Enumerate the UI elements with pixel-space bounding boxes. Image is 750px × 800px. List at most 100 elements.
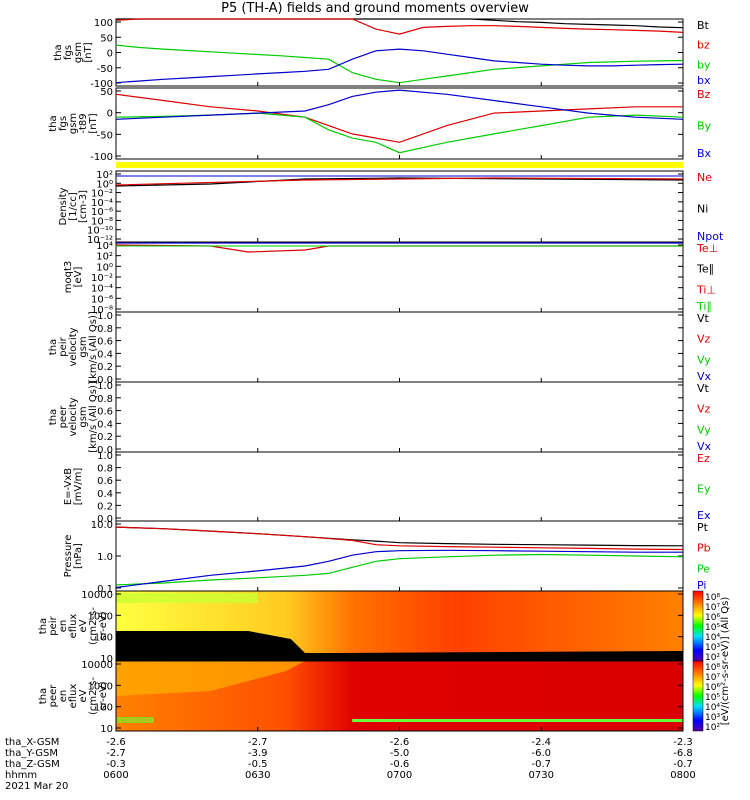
colorbar-tick-label: 10⁶	[705, 613, 720, 623]
y-axis-label: tha	[48, 339, 59, 355]
legend-label: Vx	[697, 440, 712, 453]
y-tick-label: 50	[100, 33, 113, 44]
y-tick-label: 10	[100, 654, 113, 665]
x-tick-label-time: 0700	[387, 770, 412, 781]
y-tick-label: -100	[90, 152, 113, 163]
y-tick-label: 10⁻²	[91, 189, 113, 200]
x-tick-label-z: -0.3	[106, 759, 126, 770]
spectrogram-dark-region	[116, 631, 683, 661]
y-tick-label: 10⁰	[96, 262, 113, 273]
x-tick-label-z: -0.6	[390, 759, 410, 770]
legend-label: Vt	[697, 382, 710, 395]
series-line-bt	[116, 18, 684, 29]
legend-label: Te∥	[696, 263, 714, 276]
colorbar-tick-label: 10⁴	[705, 703, 720, 713]
colorbar-tick-label: 10²	[705, 723, 720, 733]
x-tick-label-x: -2.7	[248, 737, 268, 748]
y-axis-label: en	[58, 690, 69, 703]
x-tick-label-z: -0.5	[248, 759, 268, 770]
colorbar-tick-label: 10⁸	[705, 663, 720, 673]
y-tick-label: 10²	[96, 252, 113, 263]
y-axis-label: [km/s (All Qs)]	[88, 311, 99, 383]
x-row-label: hhmm	[5, 770, 37, 781]
y-axis-label: gsm	[68, 113, 79, 134]
panel-frame	[115, 451, 684, 522]
y-tick-label: 0.2	[97, 501, 113, 512]
y-axis-label: eV	[78, 619, 89, 632]
legend-label: Ti⊥	[696, 283, 716, 296]
legend-label: bx	[697, 74, 711, 87]
spectrogram-green-band	[352, 719, 683, 722]
legend-label: Ey	[697, 483, 711, 496]
colorbar-units-label: [eV/(cm²-s-sr-eV)] (All Qs)	[720, 597, 731, 726]
y-tick-label: -50	[97, 130, 113, 141]
y-tick-label: 0.2	[97, 432, 113, 443]
series-line-pb	[115, 526, 684, 551]
legend-label: Bz	[697, 88, 711, 101]
y-axis-label: tha	[38, 688, 49, 704]
legend-label: Vz	[697, 403, 711, 416]
colorbar-tick-label: 10⁷	[705, 673, 720, 683]
colorbar-tick-label: 10²	[705, 653, 720, 663]
legend-label: by	[697, 58, 711, 71]
y-tick-label: 100	[94, 703, 113, 714]
y-axis-label: [nPa]	[73, 543, 84, 569]
colorbar-tick-label: 10⁸	[705, 593, 720, 603]
y-axis-label: moqt3	[63, 261, 74, 294]
x-tick-label-time: 0630	[245, 770, 270, 781]
y-tick-label: 10⁻¹⁰	[87, 226, 113, 237]
y-axis-label: eflux	[68, 614, 79, 639]
x-tick-label-time: 0600	[103, 770, 128, 781]
y-tick-label: 1.0	[97, 552, 113, 563]
x-tick-label-y: -6.0	[531, 748, 551, 759]
y-tick-label: 0.0	[97, 445, 113, 456]
x-row-label: tha_Y-GSM	[5, 748, 58, 759]
y-tick-label: 0.8	[97, 394, 113, 405]
x-tick-label-x: -2.6	[390, 737, 410, 748]
y-tick-label: 1.0	[97, 381, 113, 392]
y-tick-label: 0.8	[97, 464, 113, 475]
y-tick-label: 0.4	[97, 419, 113, 430]
legend-label: bz	[697, 39, 710, 52]
x-tick-label-x: -2.3	[673, 737, 693, 748]
y-tick-label: 0.0	[97, 375, 113, 386]
y-tick-label: -100	[90, 79, 113, 90]
colorbar-tick-label: 10⁷	[705, 603, 720, 613]
y-tick-label: 50	[100, 87, 113, 98]
legend-label: Bx	[697, 147, 712, 160]
legend-label: Vy	[697, 353, 711, 366]
series-line-pt	[115, 526, 684, 547]
y-axis-label: [nT]	[88, 113, 99, 133]
spectrogram-yellow-region	[116, 661, 305, 696]
y-tick-label: 1.0	[97, 451, 113, 462]
y-tick-label: 10⁻⁴	[91, 198, 113, 209]
y-axis-label: en	[58, 620, 69, 633]
x-tick-label-y: -2.7	[106, 748, 126, 759]
y-axis-label: gsm	[78, 336, 89, 357]
y-tick-label: 1.0	[97, 311, 113, 322]
panel-frame	[115, 87, 684, 160]
density-trace	[115, 177, 684, 186]
colorbar-tick-label: 10⁶	[705, 683, 720, 693]
panel-frame	[115, 381, 684, 453]
y-tick-label: 10⁻²	[91, 273, 113, 284]
y-axis-label: [cm-3]	[78, 190, 89, 223]
y-tick-label: 0.4	[97, 349, 113, 360]
y-axis-label: fgs	[58, 116, 69, 131]
legend-label: Ni	[697, 203, 708, 216]
x-tick-label-time: 0800	[670, 770, 695, 781]
y-axis-label: [eV]	[73, 267, 84, 288]
colorbar-tick-label: 10⁴	[705, 633, 720, 643]
y-axis-label: [mV/m]	[73, 468, 84, 506]
y-tick-label: 10	[100, 724, 113, 735]
y-tick-label: 10⁰	[96, 179, 113, 190]
spectrogram-high-flux	[116, 593, 258, 603]
y-axis-label: [1/cc]	[68, 192, 79, 221]
y-tick-label: 10⁻⁴	[91, 284, 113, 295]
y-axis-label: tha	[48, 409, 59, 425]
legend-label: Ne	[697, 171, 712, 184]
y-axis-label: peer	[48, 684, 59, 708]
y-tick-label: 10⁻¹²	[87, 235, 113, 246]
y-axis-label: fgs	[63, 45, 74, 60]
